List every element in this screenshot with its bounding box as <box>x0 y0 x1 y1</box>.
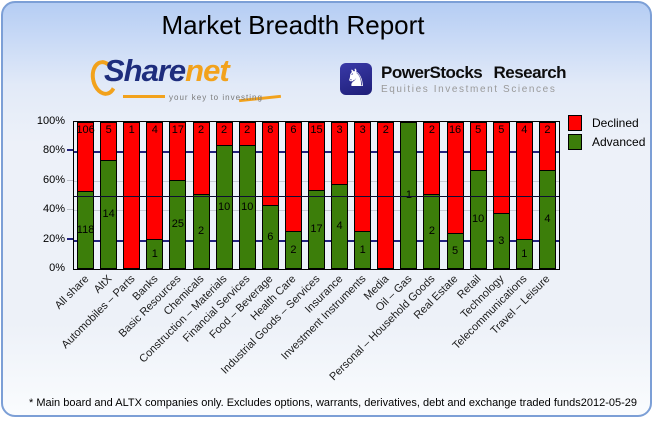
y-tick-mark <box>67 179 73 181</box>
bar-segment-advanced <box>470 170 486 268</box>
bar-value-advanced: 10 <box>241 200 254 213</box>
footnote: * Main board and ALTX companies only. Ex… <box>29 397 581 409</box>
y-tick-label: 20% <box>42 232 65 245</box>
bar-segment-advanced <box>78 191 94 268</box>
powerstocks-text: PowerStocks Research Equities Investment… <box>381 63 567 95</box>
sharenet-logo: Sharenet your key to investing <box>87 53 282 107</box>
sharenet-wordmark-net: net <box>185 53 229 88</box>
bar-value-declined: 3 <box>336 124 343 136</box>
legend-swatch-advanced <box>568 134 582 150</box>
bar-value-declined: 4 <box>151 124 158 136</box>
report-panel: Market Breadth Report Sharenet your key … <box>1 1 652 417</box>
bar-value-advanced: 2 <box>428 225 436 237</box>
y-tick-label: 40% <box>42 203 65 216</box>
bar-value-advanced: 3 <box>498 234 505 247</box>
bar-value-advanced: 17 <box>310 223 323 235</box>
bar-value-advanced: 4 <box>544 213 551 225</box>
bar-segment-advanced <box>539 170 555 268</box>
sharenet-wordmark: Sharenet <box>104 53 230 89</box>
powerstocks-subtitle: Equities Investment Sciences <box>381 84 557 95</box>
bar-value-declined: 17 <box>171 124 185 136</box>
bar-value-declined: 5 <box>105 124 112 136</box>
sharenet-wordmark-share: Share <box>104 53 186 88</box>
legend-swatch-declined <box>568 115 582 131</box>
market-breadth-chart: 106 118 5 14 1 4 1 17 25 2 2 2 10 2 10 8 6 6 2 15 17 3 4 3 1 2 1 2 2… <box>3 3 655 423</box>
bar-value-declined: 2 <box>244 124 251 136</box>
bar-value-declined: 8 <box>267 124 274 136</box>
bar-segment-advanced <box>147 239 163 268</box>
bar-segment-advanced <box>309 190 324 268</box>
bar-value-declined: 1 <box>128 124 135 136</box>
fifty-percent-line <box>74 195 559 197</box>
bar-segment-advanced <box>332 184 348 268</box>
bar-value-advanced: 1 <box>359 243 366 256</box>
legend-label: Declined <box>592 116 639 130</box>
bar-value-advanced: 1 <box>521 247 528 260</box>
bar-value-declined: 6 <box>290 124 297 136</box>
bar-value-advanced: 14 <box>102 208 115 220</box>
bar-segment-advanced <box>101 160 117 268</box>
y-tick-mark <box>67 149 73 152</box>
bar-segment-advanced <box>447 233 463 268</box>
y-tick-mark <box>67 237 73 240</box>
y-tick-mark <box>67 209 73 211</box>
bar-value-declined: 2 <box>221 124 228 136</box>
bar-value-advanced: 6 <box>267 230 274 243</box>
knight-glyph: ♞ <box>345 65 367 92</box>
bar-segment-advanced <box>216 145 232 268</box>
y-tick-label: 100% <box>36 115 65 127</box>
bar-value-declined: 15 <box>310 124 323 136</box>
bar-value-advanced: 2 <box>290 243 297 256</box>
bar-segment-advanced <box>239 145 255 268</box>
bar-value-advanced: 1 <box>405 188 412 201</box>
page-title: Market Breadth Report <box>161 10 425 40</box>
bar-segment-advanced <box>170 180 186 268</box>
legend-label: Advanced <box>592 135 646 149</box>
y-tick-label: 80% <box>42 144 65 157</box>
y-tick-label: 60% <box>42 173 65 186</box>
bar-segment-advanced <box>193 194 209 268</box>
bar-value-advanced: 118 <box>76 223 95 236</box>
bar-value-declined: 3 <box>359 124 366 136</box>
sharenet-tagline: your key to investing <box>169 93 263 102</box>
powerstocks-title: PowerStocks Research <box>381 63 567 82</box>
bar-value-declined: 2 <box>544 124 551 136</box>
report-date: 2012-05-29 <box>580 397 638 409</box>
bar-value-declined: 5 <box>498 124 505 136</box>
bar-segment-advanced <box>285 231 301 268</box>
bar-value-declined: 2 <box>428 124 436 136</box>
bar-segment-advanced <box>516 239 532 268</box>
bar-value-declined: 4 <box>521 124 528 136</box>
bar-value-declined: 5 <box>475 124 482 136</box>
bar-segment-advanced <box>493 213 509 268</box>
bar-value-advanced: 1 <box>151 247 158 260</box>
bar-value-declined: 106 <box>76 124 95 136</box>
bar-segment-advanced <box>355 231 371 268</box>
sharenet-underline <box>123 95 165 98</box>
bar-segment-advanced <box>424 194 440 268</box>
bar-value-advanced: 2 <box>197 225 205 237</box>
bar-value-declined: 2 <box>197 124 205 136</box>
bar-segment-advanced <box>262 205 278 268</box>
footer: * Main board and ALTX companies only. Ex… <box>29 397 637 409</box>
bar-value-advanced: 10 <box>472 213 485 225</box>
bar-value-declined: 2 <box>382 124 389 136</box>
y-tick-label: 0% <box>49 262 65 274</box>
bar-value-advanced: 5 <box>452 244 459 257</box>
bar-value-advanced: 4 <box>336 220 343 232</box>
bar-value-declined: 16 <box>448 124 462 136</box>
knight-icon: ♞ <box>340 63 372 95</box>
bar-value-advanced: 10 <box>217 200 231 213</box>
plot-area: 106 118 5 14 1 4 1 17 25 2 2 2 10 2 10 8 6 6 2 15 17 3 4 3 1 2 1 2 2… <box>73 121 560 270</box>
bar-value-advanced: 25 <box>171 218 185 230</box>
